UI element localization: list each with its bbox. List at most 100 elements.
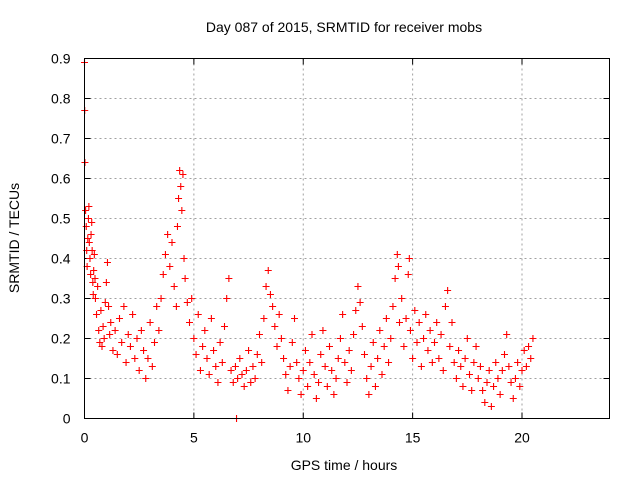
data-point: [225, 275, 233, 282]
data-point: [203, 355, 211, 362]
data-point: [177, 183, 185, 190]
chart-title: Day 087 of 2015, SRMTID for receiver mob…: [206, 19, 482, 35]
data-point: [345, 347, 353, 354]
data-point: [343, 379, 351, 386]
data-point: [514, 359, 522, 366]
data-point: [341, 359, 349, 366]
data-point: [280, 355, 288, 362]
data-point: [97, 307, 105, 314]
data-point: [394, 263, 402, 270]
data-point: [262, 283, 270, 290]
data-point: [301, 347, 309, 354]
data-point: [146, 319, 154, 326]
data-point: [455, 347, 463, 354]
data-point: [468, 387, 476, 394]
data-point: [413, 339, 421, 346]
x-tick-label: 10: [295, 430, 311, 446]
data-point: [487, 403, 495, 410]
data-point: [284, 387, 292, 394]
data-point: [405, 255, 413, 262]
data-point: [120, 303, 128, 310]
data-point: [396, 319, 403, 326]
data-point: [367, 363, 375, 370]
data-point: [459, 383, 467, 390]
data-point: [295, 375, 303, 382]
data-point: [99, 323, 107, 330]
y-tick-label: 0.6: [51, 171, 71, 187]
data-point: [89, 279, 97, 286]
data-point: [106, 331, 114, 338]
data-point: [249, 363, 257, 370]
axes: 0 0.1 0.2 0.3 0.4 0.5 0.6 0.7 0.8 0.9 0 5 10 15 20: [51, 51, 610, 446]
data-point: [306, 359, 314, 366]
data-point: [520, 347, 528, 354]
y-tick-label: 0.1: [51, 371, 71, 387]
data-point: [494, 375, 502, 382]
data-point: [509, 395, 517, 402]
data-point: [173, 223, 181, 230]
data-point: [109, 347, 117, 354]
data-point: [172, 303, 180, 310]
data-point: [424, 347, 432, 354]
y-tick-label: 0.2: [51, 331, 71, 347]
data-point: [420, 335, 428, 342]
data-point: [242, 367, 250, 374]
data-point: [393, 251, 401, 258]
data-point: [231, 363, 239, 370]
data-point: [490, 383, 498, 390]
data-point: [96, 339, 104, 346]
data-point: [218, 359, 226, 366]
data-point: [175, 195, 183, 202]
data-point: [525, 343, 533, 350]
data-point: [498, 367, 506, 374]
data-point: [286, 363, 294, 370]
data-point: [131, 355, 139, 362]
data-point: [210, 347, 218, 354]
data-point: [428, 359, 436, 366]
data-point: [426, 327, 434, 334]
data-point: [483, 379, 491, 386]
data-point: [212, 363, 220, 370]
y-tick-label: 0: [63, 411, 71, 427]
data-point: [155, 327, 163, 334]
data-point: [102, 279, 110, 286]
data-point: [444, 287, 452, 294]
data-point: [238, 371, 246, 378]
data-point: [247, 379, 255, 386]
data-point: [90, 251, 98, 258]
data-point: [151, 339, 158, 346]
data-point: [376, 327, 384, 334]
data-point: [95, 327, 103, 334]
data-point: [201, 327, 209, 334]
data-point: [529, 335, 537, 342]
y-tick-label: 0.9: [51, 51, 71, 67]
data-point: [474, 375, 482, 382]
data-point: [277, 335, 285, 342]
data-point: [503, 331, 511, 338]
data-point: [260, 315, 268, 322]
data-point: [256, 331, 263, 338]
data-point: [361, 351, 368, 358]
data-point: [363, 375, 371, 382]
data-point: [168, 239, 176, 246]
data-point: [336, 335, 344, 342]
data-point: [356, 299, 364, 306]
data-point: [319, 327, 327, 334]
data-point: [100, 335, 108, 342]
data-point: [402, 315, 410, 322]
data-point: [142, 375, 150, 382]
data-point: [422, 311, 430, 318]
data-point: [382, 315, 390, 322]
data-point: [113, 351, 121, 358]
data-point: [188, 295, 196, 302]
grid-lines: [84, 58, 610, 419]
data-point: [352, 307, 360, 314]
data-point: [245, 347, 253, 354]
data-point: [87, 271, 95, 278]
data-point: [371, 383, 379, 390]
data-point: [310, 371, 318, 378]
data-point: [282, 371, 290, 378]
data-point: [271, 323, 279, 330]
data-point: [398, 295, 406, 302]
